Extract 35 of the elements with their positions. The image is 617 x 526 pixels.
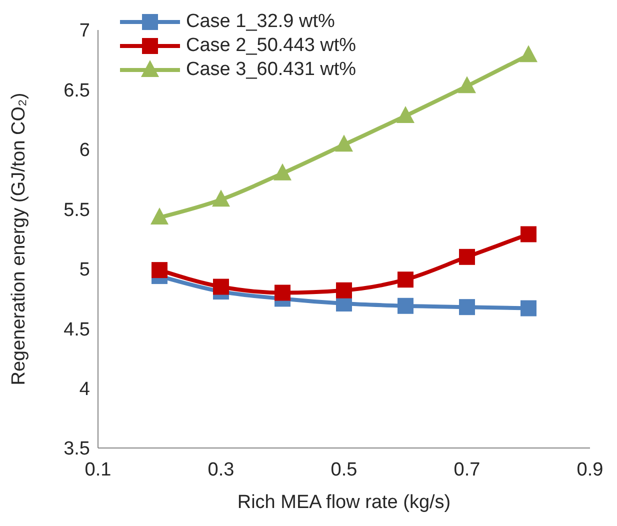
point	[274, 163, 292, 180]
point	[213, 278, 229, 295]
y-tick-label: 4	[79, 379, 90, 400]
y-tick-label: 4.5	[64, 319, 90, 340]
point	[459, 248, 475, 265]
x-tick-label: 0.7	[454, 459, 480, 480]
legend-label: Case 2_50.443 wt%	[186, 35, 356, 57]
x-tick-label: 0.9	[576, 459, 604, 480]
point	[274, 284, 290, 301]
point	[398, 298, 414, 314]
point	[396, 106, 414, 123]
legend-label: Case 1_32.9 wt%	[186, 11, 335, 33]
point	[458, 76, 476, 94]
point	[459, 299, 475, 316]
y-tick-label: 6.5	[64, 80, 90, 102]
legend-label: Case 3_60.431 wt%	[186, 59, 356, 81]
y-tick-label: 7	[79, 20, 90, 42]
x-axis-title: Rich MEA flow rate (kg/s)	[237, 492, 451, 513]
y-tick-label: 3.5	[64, 438, 90, 460]
point	[398, 272, 414, 288]
point	[212, 190, 230, 207]
point	[520, 45, 538, 62]
point	[520, 226, 536, 242]
point	[335, 134, 353, 152]
x-tick-label: 0.3	[208, 459, 234, 480]
y-axis-title: Regeneration energy (GJ/ton CO₂)	[8, 92, 30, 386]
point	[520, 300, 536, 316]
y-tick-label: 6	[79, 140, 90, 162]
x-tick-label: 0.1	[84, 459, 112, 480]
x-tick-label: 0.5	[330, 459, 358, 480]
y-tick-label: 5.5	[64, 200, 90, 221]
point	[150, 208, 168, 225]
y-tick-label: 5	[79, 260, 90, 281]
point	[152, 262, 168, 278]
point	[336, 282, 352, 298]
